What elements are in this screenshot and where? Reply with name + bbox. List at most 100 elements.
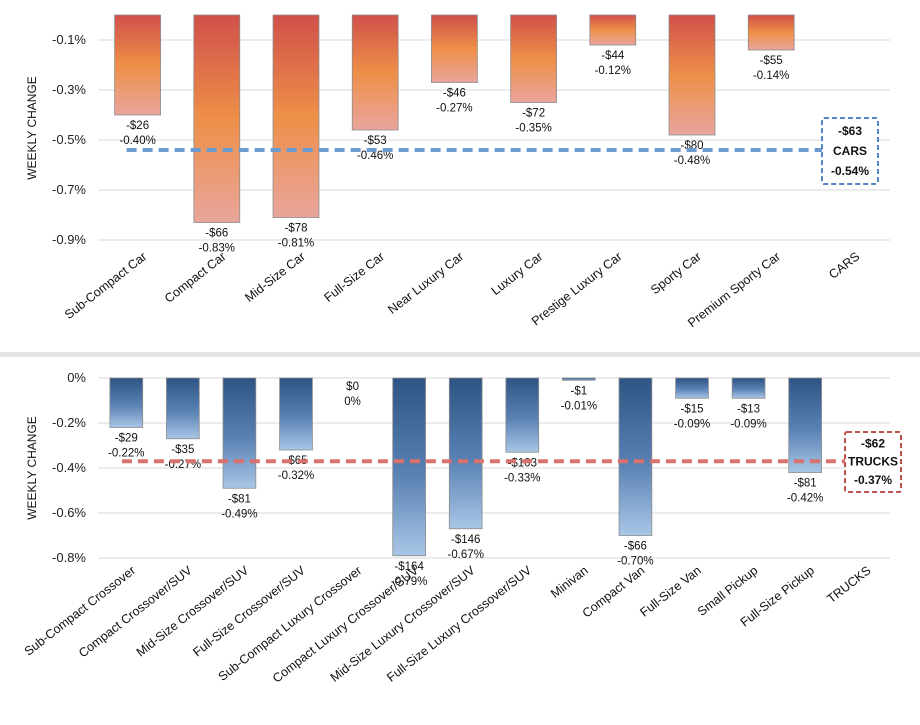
y-axis-label: WEEKLY CHANGE [25, 76, 39, 180]
category-label: Compact Van [580, 563, 648, 620]
data-label-dollar: -$44 [601, 50, 625, 62]
data-label-dollar: -$53 [364, 135, 387, 147]
bar [731, 377, 766, 399]
data-label-percent: -0.22% [108, 448, 144, 460]
category-label: Minivan [548, 563, 591, 601]
average-name-label: TRUCKS [848, 455, 898, 469]
bar [589, 14, 637, 46]
category-label: Full-Size Van [637, 563, 704, 619]
category-label: Mid-Size Crossover/SUV [134, 563, 252, 660]
bar [272, 14, 320, 218]
average-dollar-label: -$62 [861, 436, 885, 450]
data-label-dollar: -$13 [737, 403, 760, 415]
data-label-dollar: -$66 [624, 541, 647, 553]
data-label-percent: -0.79% [391, 576, 427, 588]
bar [279, 377, 313, 451]
category-label: Sub-Compact Car [62, 249, 149, 322]
data-label-percent: -0.01% [561, 400, 597, 412]
data-label-dollar: -$15 [680, 403, 703, 415]
y-tick-label: -0.2% [52, 415, 86, 430]
data-label-dollar: -$65 [284, 455, 307, 467]
y-tick-label: -0.7% [52, 182, 86, 197]
data-label-percent: -0.40% [119, 135, 155, 147]
data-label-dollar: -$80 [680, 140, 703, 152]
category-label: Luxury Car [489, 249, 546, 298]
data-label-percent: -0.67% [447, 549, 483, 561]
category-label: Full-Size Crossover/SUV [190, 563, 308, 660]
data-label-percent: 0% [344, 396, 361, 408]
data-label-dollar: -$146 [451, 534, 480, 546]
bar [166, 377, 200, 440]
y-tick-label: -0.3% [52, 82, 86, 97]
data-label-percent: -0.83% [199, 243, 235, 255]
data-label-percent: -0.09% [730, 418, 766, 430]
bar [193, 14, 241, 223]
data-label-percent: -0.48% [674, 155, 710, 167]
y-tick-label: -0.1% [52, 32, 86, 47]
data-label-percent: -0.42% [787, 493, 823, 505]
bar [562, 377, 596, 381]
y-tick-label: -0.4% [52, 460, 86, 475]
category-label: Sub-Compact Crossover [22, 563, 138, 658]
data-label-dollar: -$1 [571, 385, 588, 397]
average-callout-box [844, 431, 902, 493]
data-label-dollar: -$78 [284, 223, 307, 235]
trucks-chart: 0% -0.2% -0.4% -0.6% -0.8% WEEKLY CHANGE -$29 -… [22, 370, 902, 686]
category-label: Compact Car [162, 249, 229, 305]
data-label-dollar: -$81 [228, 493, 251, 505]
y-tick-label: -0.8% [52, 550, 86, 565]
bar [788, 377, 822, 473]
cars-chart: -0.1% -0.3% -0.5% -0.7% -0.9% WEEKLY CHANGE -$… [25, 14, 890, 330]
category-label: Near Luxury Car [385, 249, 466, 316]
data-label-percent: -0.70% [617, 556, 653, 568]
data-label-dollar: -$164 [394, 561, 424, 573]
data-label-dollar: -$26 [126, 120, 149, 132]
bar [505, 377, 540, 453]
bar [510, 14, 557, 103]
data-label-percent: -0.27% [436, 103, 472, 115]
data-label-percent: -0.32% [278, 470, 314, 482]
average-callout-box [821, 117, 879, 185]
bar [392, 377, 426, 557]
bar [675, 377, 709, 399]
data-label-percent: -0.46% [357, 150, 393, 162]
category-label: Mid-Size Car [242, 249, 308, 305]
panel-separator [0, 352, 920, 357]
data-label-percent: -0.35% [515, 123, 551, 135]
bar [668, 14, 716, 136]
data-label-dollar: $0 [346, 381, 359, 393]
data-label-percent: -0.81% [278, 238, 314, 250]
bar [448, 377, 483, 530]
category-label: Sporty Car [648, 249, 704, 297]
data-label-dollar: -$46 [443, 88, 466, 100]
data-label-dollar: -$55 [760, 55, 783, 67]
category-label: Full-Size Car [321, 249, 387, 305]
average-dollar-label: -$63 [838, 124, 862, 138]
bar [747, 14, 795, 51]
bar [351, 14, 399, 131]
data-label-percent: -0.09% [674, 418, 710, 430]
bar [431, 14, 478, 83]
data-label-dollar: -$66 [205, 228, 228, 240]
data-label-dollar: -$29 [115, 433, 138, 445]
y-tick-label: -0.6% [52, 505, 86, 520]
data-label-dollar: -$72 [522, 108, 545, 120]
data-label-percent: -0.33% [504, 472, 540, 484]
bar [114, 14, 161, 116]
y-tick-label: -0.9% [52, 232, 86, 247]
data-label-percent: -0.49% [221, 508, 257, 520]
bar [109, 377, 144, 428]
average-name-label: CARS [833, 144, 867, 158]
category-label: TRUCKS [824, 563, 873, 606]
data-label-dollar: -$81 [794, 478, 817, 490]
y-axis-label: WEEKLY CHANGE [25, 416, 39, 520]
y-tick-label: 0% [67, 370, 86, 385]
average-percent-label: -0.54% [831, 164, 869, 178]
bar [222, 377, 257, 489]
y-tick-label: -0.5% [52, 132, 86, 147]
data-label-percent: -0.14% [753, 70, 789, 82]
average-percent-label: -0.37% [854, 473, 892, 487]
category-label: CARS [826, 249, 862, 281]
bar [618, 377, 653, 536]
